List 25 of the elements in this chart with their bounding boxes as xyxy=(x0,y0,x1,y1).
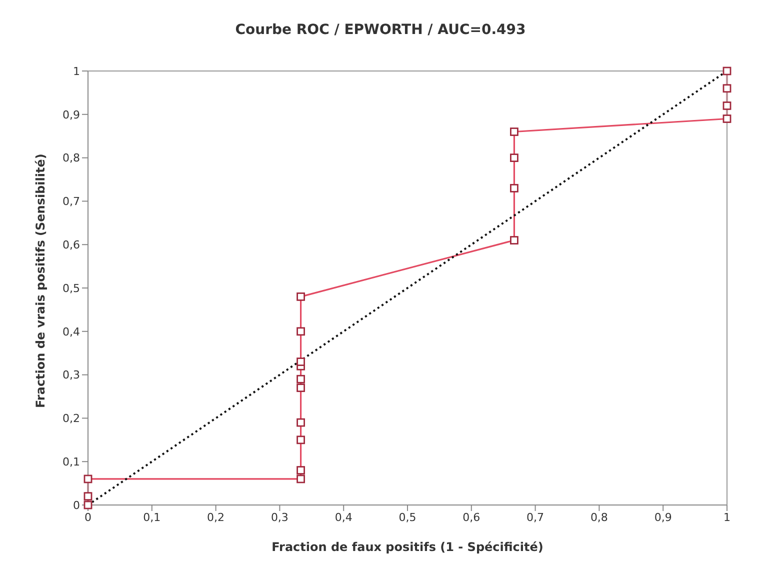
x-tick-label: 0,3 xyxy=(270,510,288,524)
x-tick-label: 0,4 xyxy=(334,510,352,524)
y-tick-label: 0,8 xyxy=(62,152,80,165)
chart-title: Courbe ROC / EPWORTH / AUC=0.493 xyxy=(234,21,527,40)
y-axis-title: Fraction de vrais positifs (Sensibilité) xyxy=(33,154,48,408)
x-tick-label: 0 xyxy=(84,510,92,524)
x-tick-label: 0,6 xyxy=(462,510,480,524)
y-tick-label: 0,3 xyxy=(62,368,80,382)
y-tick-label: 0 xyxy=(73,498,80,512)
x-tick-label: 1 xyxy=(724,510,730,524)
x-tick-label: 0,5 xyxy=(398,510,416,524)
y-tick-label: 0,7 xyxy=(62,195,80,208)
y-tick-label: 0,1 xyxy=(62,456,80,469)
x-tick-label: 0,2 xyxy=(207,510,225,524)
x-tick-label: 0,7 xyxy=(526,510,544,524)
y-tick-label: 0,2 xyxy=(62,412,80,426)
x-tick-label: 0,9 xyxy=(654,510,672,524)
y-tick-label: 0,6 xyxy=(62,238,80,252)
y-tick-label: 0,9 xyxy=(62,108,80,122)
x-tick-label: 0,1 xyxy=(143,510,161,524)
x-axis-title: Fraction de faux positifs (1 - Spécificité) xyxy=(272,540,544,554)
y-tick-label: 1 xyxy=(73,64,80,78)
y-tick-label: 0,5 xyxy=(62,282,80,295)
y-tick-label: 0,4 xyxy=(62,325,80,338)
x-tick-label: 0,8 xyxy=(590,510,608,524)
